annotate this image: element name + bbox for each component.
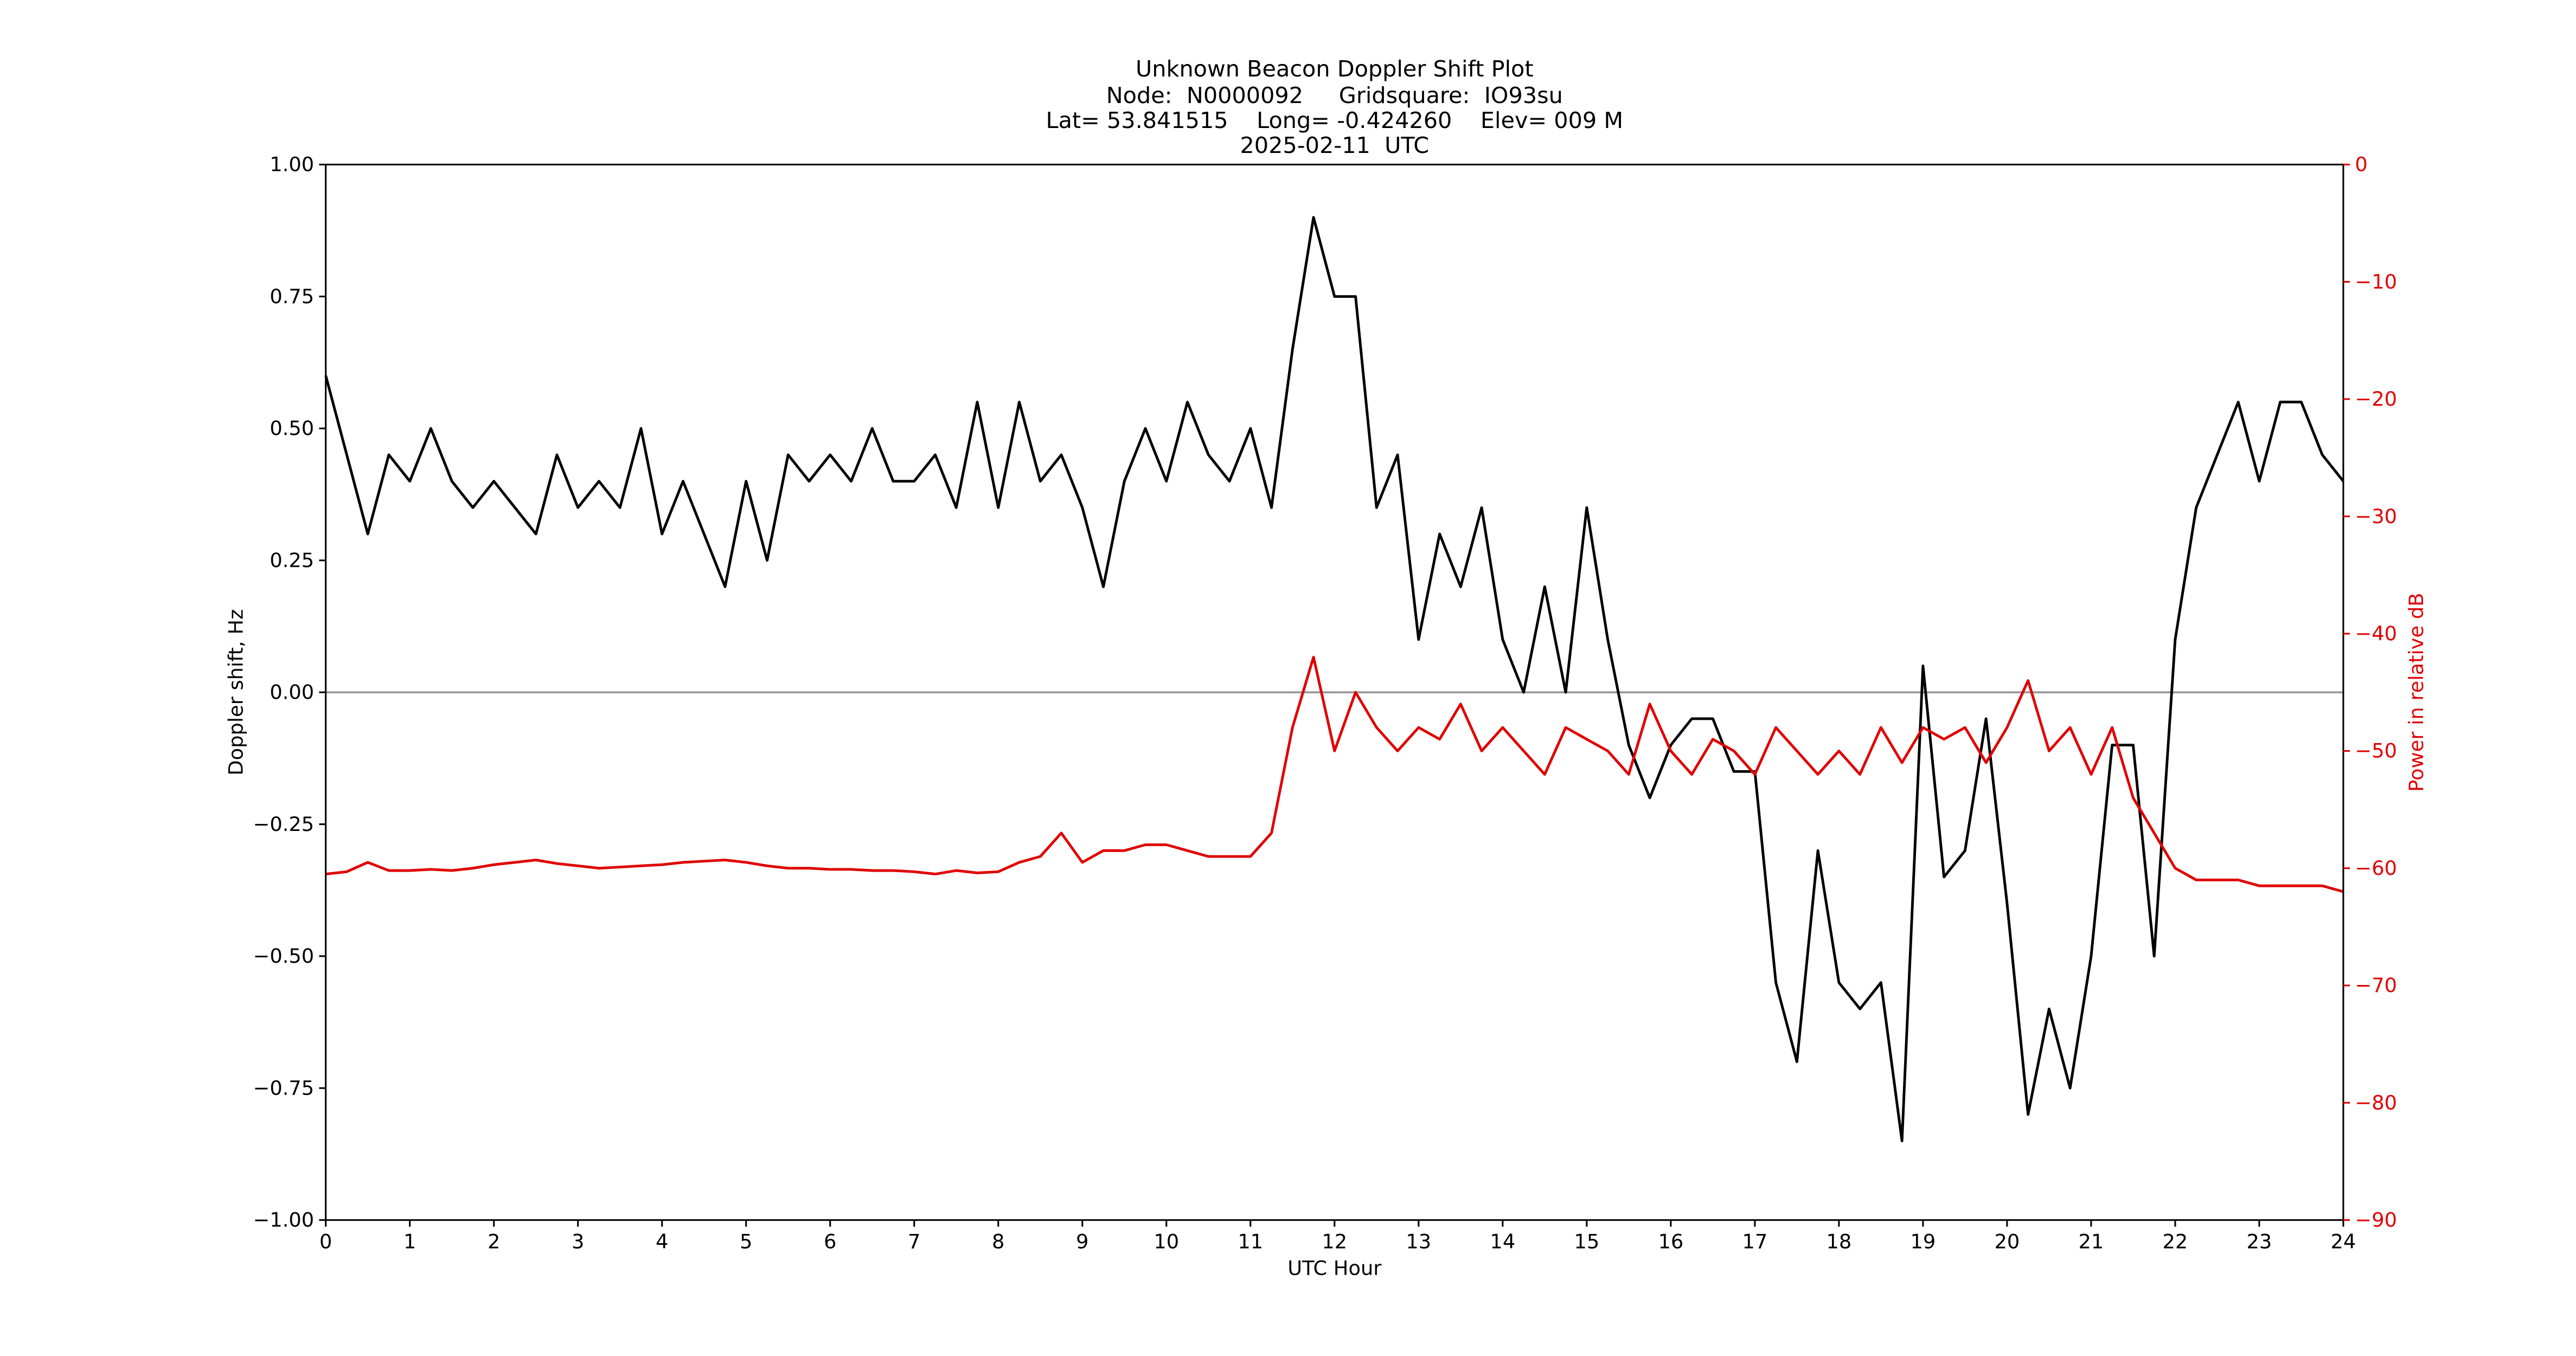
y-tick-label: −1.00 [253,1208,315,1232]
y2-tick-label: −20 [2355,387,2397,411]
x-axis-label: UTC Hour [1287,1256,1382,1280]
y2-tick-label: −70 [2355,974,2397,997]
y2-tick-label: −40 [2355,622,2397,645]
y-tick-label: 0.00 [270,681,314,704]
x-tick-label: 4 [656,1230,668,1253]
y-axis-label: Doppler shift, Hz [224,609,247,776]
y-tick-label: −0.50 [253,944,315,968]
x-tick-label: 17 [1742,1230,1767,1253]
x-tick-label: 19 [1910,1230,1936,1253]
y-tick-label: 0.25 [270,548,314,572]
x-tick-label: 24 [2331,1230,2356,1253]
x-tick-label: 1 [403,1230,416,1253]
y-tick-label: 0.50 [270,417,314,440]
y2-axis-label: Power in relative dB [2405,593,2428,792]
y-tick-label: −0.75 [253,1076,315,1099]
x-tick-label: 18 [1826,1230,1851,1253]
x-tick-label: 5 [740,1230,752,1253]
y2-tick-label: −60 [2355,856,2397,880]
x-tick-label: 6 [824,1230,836,1253]
chart-title: Unknown Beacon Doppler Shift Plot [1136,56,1534,82]
y-tick-label: 0.75 [270,285,314,308]
chart-subtitle: 2025-02-11 UTC [1240,132,1429,158]
x-tick-label: 12 [1322,1230,1347,1253]
x-tick-label: 2 [488,1230,500,1253]
x-tick-label: 22 [2163,1230,2188,1253]
x-tick-label: 16 [1658,1230,1683,1253]
x-tick-label: 7 [908,1230,920,1253]
y2-tick-label: −10 [2355,270,2397,293]
y2-tick-label: −50 [2355,739,2397,763]
data-line [324,216,2344,1142]
chart-subtitle: Lat= 53.841515 Long= -0.424260 Elev= 009… [1046,107,1624,133]
x-tick-label: 8 [992,1230,1004,1253]
data-line [325,656,2344,893]
chart-subtitle: Node: N0000092 Gridsquare: IO93su [1106,82,1563,108]
x-tick-label: 10 [1154,1230,1179,1253]
x-tick-label: 3 [572,1230,584,1253]
y-tick-label: 1.00 [270,153,314,176]
y2-tick-label: 0 [2355,153,2367,176]
x-tick-label: 15 [1574,1230,1599,1253]
x-tick-label: 0 [319,1230,332,1253]
y-tick-label: −0.25 [253,813,315,836]
x-tick-label: 23 [2247,1230,2272,1253]
y2-tick-label: −90 [2355,1208,2397,1232]
x-tick-label: 14 [1490,1230,1515,1253]
x-tick-label: 20 [1994,1230,2020,1253]
x-tick-label: 21 [2079,1230,2104,1253]
x-tick-label: 13 [1406,1230,1431,1253]
y2-tick-label: −30 [2355,504,2397,528]
x-tick-label: 9 [1076,1230,1088,1253]
x-tick-label: 11 [1238,1230,1263,1253]
y2-tick-label: −80 [2355,1091,2397,1114]
